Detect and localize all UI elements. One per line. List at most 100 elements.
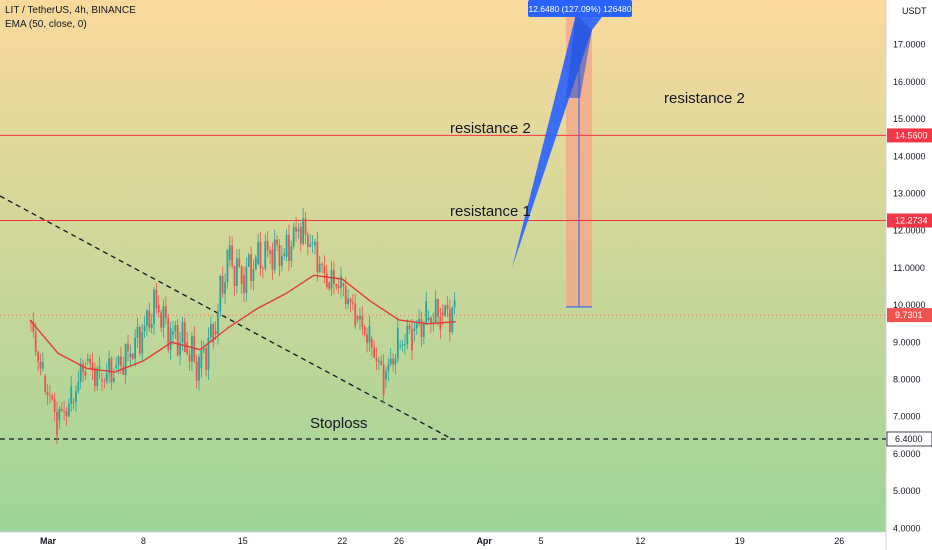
candle-body — [415, 323, 418, 329]
candle-body — [276, 239, 279, 245]
candle-body — [51, 396, 54, 400]
price-tag-bg — [886, 431, 932, 447]
y-tick-label: 13.0000 — [893, 188, 926, 198]
candle-body — [127, 343, 129, 352]
candle-body — [292, 227, 295, 247]
candle-body — [98, 366, 101, 369]
candle-body — [70, 386, 73, 404]
trendline-group — [0, 195, 453, 440]
horizontal-levels-group — [0, 134, 886, 440]
y-axis-ticks: 4.0000 5.0000 6.0000 7.0000 8.0000 9.0000 10.0… — [893, 40, 926, 534]
candle-body — [266, 241, 269, 251]
candle-body — [295, 227, 297, 232]
x-tick-label: Mar — [40, 536, 57, 546]
ema-group — [29, 274, 456, 373]
candle-body — [422, 322, 425, 338]
candle-body — [162, 306, 165, 328]
candle-body — [167, 318, 170, 350]
candle-body — [245, 266, 248, 293]
candle-body — [217, 311, 219, 335]
candle-body — [198, 356, 200, 381]
candle-body — [195, 361, 198, 381]
x-tick-label: 15 — [238, 536, 248, 546]
candle-body — [453, 300, 456, 308]
target-arrow-shadow — [566, 14, 592, 98]
candle-body — [174, 325, 177, 332]
candle-body — [160, 312, 163, 328]
candle-body — [233, 265, 236, 286]
candle-body — [370, 338, 373, 348]
candle-body — [368, 325, 371, 343]
candle-body — [330, 270, 333, 289]
candle-body — [67, 403, 70, 417]
candle-body — [406, 325, 409, 345]
candle-body — [304, 218, 307, 235]
candle-body — [186, 342, 189, 355]
candle-body — [427, 317, 430, 320]
candle-body — [37, 351, 39, 362]
candle-body — [221, 276, 224, 294]
candle-body — [347, 298, 350, 305]
y-tick-label: 15.0000 — [893, 114, 926, 124]
candle-body — [169, 327, 172, 350]
price-tag-text: 14.5600 — [895, 130, 928, 140]
y-tick-label: 9.0000 — [893, 337, 921, 347]
candle-body — [103, 380, 106, 382]
candle-body — [247, 254, 250, 267]
candle-body — [351, 301, 354, 304]
candle-body — [271, 249, 274, 270]
y-tick-label: 7.0000 — [893, 412, 921, 422]
price-tag-text: 12.2734 — [895, 215, 928, 225]
candle-body — [44, 375, 47, 393]
candle-body — [243, 275, 245, 293]
candle-body — [349, 298, 352, 302]
candle-body — [262, 268, 264, 270]
candle-body — [39, 361, 42, 369]
current-price-tag-text: 9.7301 — [895, 310, 923, 320]
candle-body — [401, 344, 404, 346]
candle-body — [418, 319, 421, 324]
candle-body — [77, 381, 80, 392]
candle-body — [141, 332, 144, 354]
candle-body — [306, 234, 309, 247]
candle-body — [49, 394, 51, 397]
measure-label-bg — [528, 0, 632, 17]
stoploss-note: Stoploss — [310, 415, 368, 432]
candle-body — [93, 369, 96, 387]
candle-body — [53, 399, 56, 412]
candle-body — [224, 282, 226, 294]
candle-body — [214, 331, 217, 335]
candle-body — [226, 249, 229, 283]
candle-body — [380, 360, 383, 365]
candle-body — [41, 362, 44, 369]
candle-body — [359, 315, 361, 320]
candle-body — [385, 371, 387, 380]
candle-body — [314, 241, 316, 246]
price-tag-bg — [887, 128, 932, 143]
candle-body — [441, 312, 444, 316]
candle-body — [396, 328, 399, 359]
y-tick-label: 6.0000 — [893, 449, 921, 459]
candle-body — [138, 326, 141, 354]
candle-body — [143, 325, 146, 332]
candle-body — [375, 357, 378, 362]
candle-body — [392, 358, 394, 365]
candle-body — [325, 273, 328, 287]
candle-body — [155, 289, 158, 309]
y-tick-label: 10.0000 — [893, 300, 926, 310]
candle-body — [56, 411, 58, 436]
chart-legend: LIT / TetherUS, 4h, BINANCE EMA (50, clo… — [5, 4, 136, 32]
candle-body — [179, 342, 181, 356]
candle-body — [79, 363, 82, 382]
candle-body — [404, 344, 406, 346]
measure-label-text: 12.6480 (127.09%) 126480 — [528, 4, 631, 14]
candle-body — [219, 276, 222, 312]
candle-body — [172, 331, 174, 335]
candle-body — [420, 319, 423, 338]
candle-body — [328, 282, 331, 289]
price-tag-bg — [887, 213, 932, 228]
candle-body — [238, 258, 241, 267]
plot-background — [0, 0, 886, 532]
